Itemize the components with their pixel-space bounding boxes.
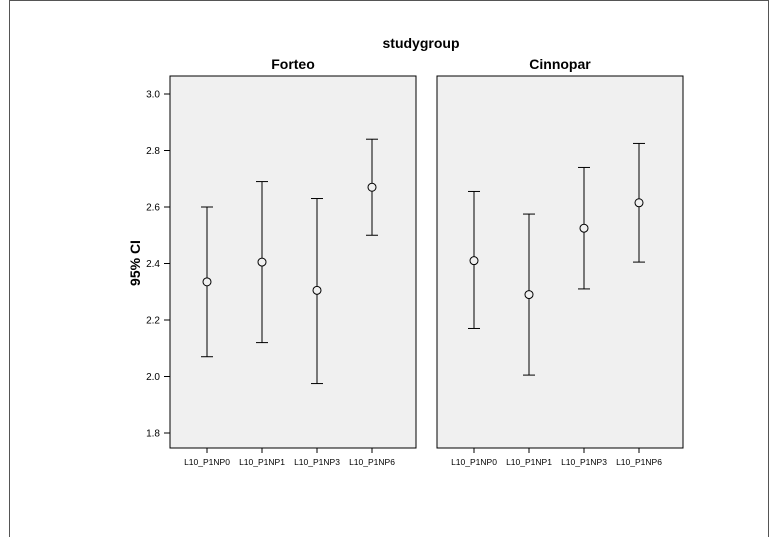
x-tick-label: L10_P1NP1 <box>506 457 552 467</box>
panel-plot-area <box>169 75 417 449</box>
x-tick-label: L10_P1NP3 <box>561 457 607 467</box>
mean-marker <box>469 256 479 266</box>
y-tick-label: 2.6 <box>146 203 160 214</box>
chart-title: studygroup <box>383 35 460 51</box>
mean-marker <box>524 290 534 300</box>
y-tick-label: 2.0 <box>146 372 160 383</box>
y-axis-label: 95% CI <box>127 240 143 286</box>
error-bar <box>366 138 378 236</box>
chart-panels: Forteo L10_P1NP0 L10_P1NP1 L10_P1NP3 L10_P1N… <box>169 56 684 467</box>
panel-forteo: Forteo L10_P1NP0 L10_P1NP1 L10_P1NP3 L10_P1N… <box>169 56 417 467</box>
error-bar <box>256 181 268 344</box>
panel-cinnopar: Cinnopar L10_P1NP0 L10_P1NP1 L10_P1NP3 L10_P… <box>436 56 684 467</box>
y-tick-label: 1.8 <box>146 429 160 440</box>
error-bar <box>201 206 213 358</box>
mean-marker <box>312 285 322 295</box>
mean-marker <box>579 223 589 233</box>
y-axis: 1.8 2.0 2.2 2.4 2.6 2.8 3.0 <box>146 90 170 440</box>
error-bar <box>633 142 645 263</box>
mean-marker <box>202 277 212 287</box>
error-bar <box>311 198 323 385</box>
x-tick-label: L10_P1NP1 <box>239 457 285 467</box>
y-tick-label: 2.4 <box>146 259 160 270</box>
x-tick-label: L10_P1NP6 <box>349 457 395 467</box>
panel-title: Cinnopar <box>529 56 591 72</box>
mean-marker <box>634 198 644 208</box>
x-tick-label: L10_P1NP0 <box>451 457 497 467</box>
x-tick-label: L10_P1NP6 <box>616 457 662 467</box>
chart-svg: studygroup 95% CI Forteo L10_P1NP0 L10_P1N… <box>127 35 684 467</box>
error-bar <box>523 213 535 376</box>
error-bar <box>468 190 480 329</box>
error-bar <box>578 166 590 290</box>
y-tick-label: 3.0 <box>146 90 160 101</box>
x-tick-label: L10_P1NP3 <box>294 457 340 467</box>
mean-marker <box>367 182 377 192</box>
y-tick-label: 2.2 <box>146 316 160 327</box>
x-tick-label: L10_P1NP0 <box>184 457 230 467</box>
y-tick-label: 2.8 <box>146 146 160 157</box>
panel-title: Forteo <box>271 56 315 72</box>
mean-marker <box>257 257 267 267</box>
chart-frame: studygroup 95% CI Forteo L10_P1NP0 L10_P1N… <box>9 0 769 537</box>
